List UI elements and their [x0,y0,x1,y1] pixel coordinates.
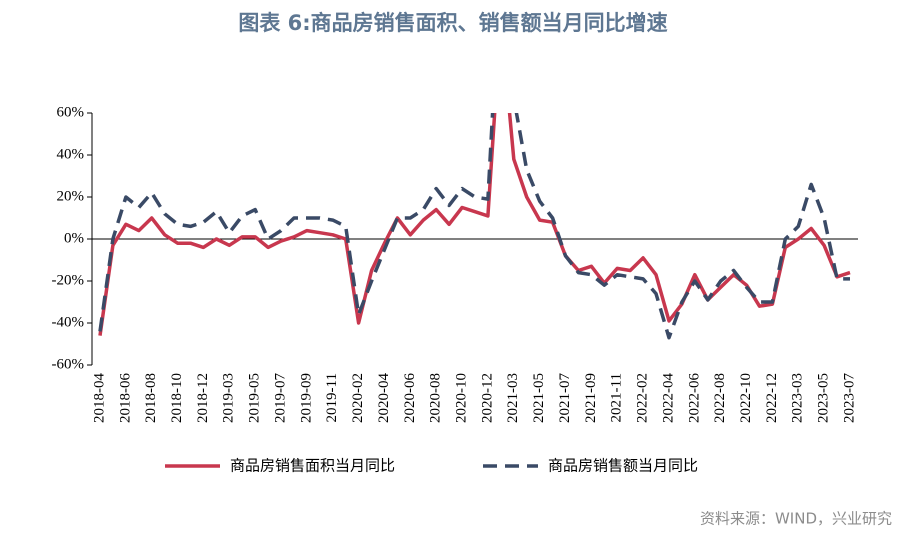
series-line [98,113,851,336]
plot-area [98,113,851,340]
x-tick-label: 2022-08 [712,373,728,423]
y-tick-label: 40% [57,146,85,162]
x-tick-label: 2022-10 [738,373,754,423]
source-note: 资料来源：WIND，兴业研究 [700,510,892,528]
x-tick-label: 2020-06 [402,373,418,423]
x-tick-label: 2019-09 [298,373,314,423]
x-tick-label: 2023-05 [816,373,832,423]
x-tick-label: 2020-04 [376,373,392,423]
x-tick-label: 2019-03 [221,373,237,423]
x-tick-label: 2020-08 [428,373,444,423]
x-tick-label: 2023-07 [841,373,857,423]
x-tick-label: 2021-05 [531,373,547,423]
x-tick-label: 2021-11 [609,373,625,422]
x-tick-label: 2020-12 [479,373,495,423]
x-tick-label: 2019-07 [272,373,288,423]
y-tick-label: -40% [52,314,85,330]
x-tick-label: 2023-03 [790,373,806,423]
y-tick-label: -20% [52,272,85,288]
x-tick-label: 2022-12 [764,373,780,423]
x-tick-label: 2019-11 [324,373,340,422]
x-tick-label: 2021-07 [557,373,573,423]
y-tick-label: 60% [57,104,85,120]
y-tick-label: 20% [57,188,85,204]
chart-title: 图表 6:商品房销售面积、销售额当月同比增速 [238,11,667,35]
x-tick-label: 2022-04 [660,373,676,423]
x-tick-label: 2019-05 [247,373,263,423]
x-tick-label: 2020-02 [350,373,366,423]
x-tick-label: 2020-10 [454,373,470,423]
y-tick-label: -60% [52,356,85,372]
x-tick-label: 2018-06 [117,373,133,423]
x-tick-label: 2021-03 [505,373,521,423]
series-line [98,113,850,340]
x-tick-label: 2021-09 [583,373,599,423]
x-tick-label: 2022-02 [635,373,651,423]
x-tick-label: 2018-08 [143,373,159,423]
legend-label: 商品房销售面积当月同比 [230,457,395,475]
y-tick-label: 0% [64,230,84,246]
x-tick-label: 2018-04 [91,373,107,423]
x-tick-label: 2022-06 [686,373,702,423]
x-tick-label: 2018-12 [195,373,211,423]
legend-label: 商品房销售额当月同比 [548,457,698,475]
x-tick-label: 2018-10 [169,373,185,423]
